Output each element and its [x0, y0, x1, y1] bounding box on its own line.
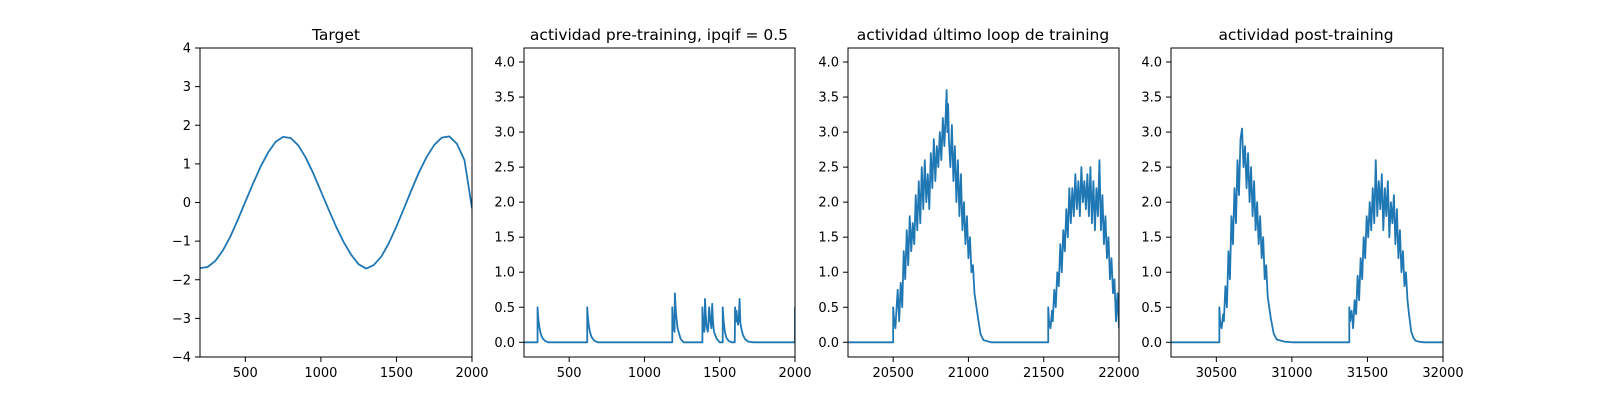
subplot-last-training-loop: actividad último loop de training 20500 2…	[818, 26, 1139, 381]
y-tick-label: 4.0	[818, 56, 839, 71]
x-tick-label: 32000	[1422, 366, 1463, 381]
series-line-0	[524, 292, 795, 344]
x-tick-label: 1000	[304, 366, 337, 381]
x-tick-label: 21500	[1023, 366, 1064, 381]
series-line-0	[1171, 127, 1443, 344]
y-tick-label: 3.5	[494, 91, 515, 106]
x-tick-label: 22000	[1098, 366, 1139, 381]
x-tick-label: 20500	[872, 366, 913, 381]
x-tick-label: 1000	[628, 366, 661, 381]
subplot-title: actividad post-training	[1218, 26, 1393, 44]
y-tick-label: 0.0	[1141, 336, 1162, 351]
subplot-post-training: actividad post-training 30500 31000 31500 3…	[1141, 26, 1463, 381]
series-line-0	[200, 135, 472, 270]
x-tick-label: 2000	[778, 366, 811, 381]
y-tick-label: 1.5	[494, 231, 515, 246]
y-tick-label: 2.0	[494, 196, 515, 211]
y-tick-label: 0.5	[494, 301, 515, 316]
y-tick-label: 0.5	[1141, 301, 1162, 316]
y-tick-label: 2	[183, 119, 191, 134]
axes-frame	[199, 47, 473, 358]
axes-frame	[523, 47, 796, 358]
y-tick-label: 2.0	[1141, 196, 1162, 211]
x-tick-label: 31000	[1271, 366, 1312, 381]
x-tick-label: 500	[233, 366, 258, 381]
y-tick-label: 1.0	[494, 266, 515, 281]
y-tick-label: 1	[183, 157, 191, 172]
axes-frame	[1170, 47, 1444, 358]
y-tick-label: 3	[183, 80, 191, 95]
y-tick-label: 3.5	[1141, 91, 1162, 106]
x-tick-label: 500	[557, 366, 582, 381]
subplot-title: actividad último loop de training	[857, 26, 1109, 44]
y-tick-label: −2	[172, 273, 191, 288]
y-tick-label: 3.0	[818, 126, 839, 141]
y-tick-label: −4	[172, 351, 191, 366]
y-tick-label: 3.0	[494, 126, 515, 141]
x-tick-label: 1500	[703, 366, 736, 381]
y-tick-label: 2.0	[818, 196, 839, 211]
y-tick-label: 4.0	[1141, 56, 1162, 71]
subplot-pre-training: actividad pre-training, ipqif = 0.5 500 1…	[494, 26, 811, 381]
y-tick-label: 3.0	[1141, 126, 1162, 141]
y-tick-label: 0.0	[494, 336, 515, 351]
y-tick-label: −1	[172, 235, 191, 250]
x-tick-label: 1500	[380, 366, 413, 381]
y-tick-label: 2.5	[1141, 161, 1162, 176]
y-tick-label: 1.5	[818, 231, 839, 246]
y-tick-label: 1.0	[1141, 266, 1162, 281]
subplot-title: actividad pre-training, ipqif = 0.5	[530, 26, 788, 44]
subplot-target: Target 500 1000 1500 2000 −4 −3 −2 −1 0 1 2 3 4	[172, 26, 489, 381]
subplot-title: Target	[311, 26, 360, 44]
y-tick-label: 4	[183, 42, 191, 57]
axes-frame	[847, 47, 1120, 358]
x-tick-label: 30500	[1196, 366, 1237, 381]
y-tick-label: 2.5	[494, 161, 515, 176]
y-tick-label: 1.5	[1141, 231, 1162, 246]
y-tick-label: 0	[183, 196, 191, 211]
x-tick-label: 21000	[948, 366, 989, 381]
x-tick-label: 31500	[1347, 366, 1388, 381]
y-tick-label: 4.0	[494, 56, 515, 71]
y-tick-label: 3.5	[818, 91, 839, 106]
y-tick-label: −3	[172, 312, 191, 327]
y-tick-label: 0.5	[818, 301, 839, 316]
x-tick-label: 2000	[455, 366, 488, 381]
series-line-0	[848, 89, 1119, 344]
y-tick-label: 1.0	[818, 266, 839, 281]
y-tick-label: 0.0	[818, 336, 839, 351]
y-tick-label: 2.5	[818, 161, 839, 176]
